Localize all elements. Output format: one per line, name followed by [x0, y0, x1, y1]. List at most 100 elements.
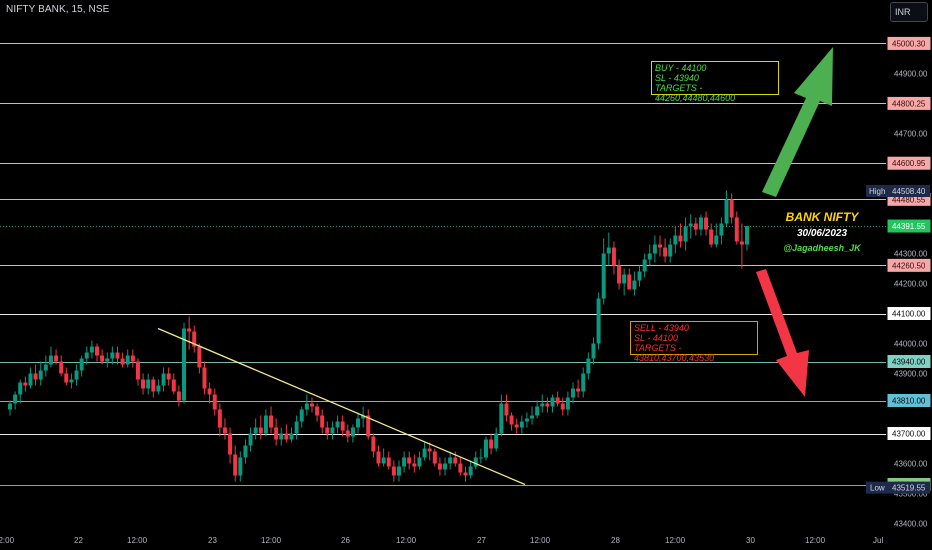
- candle-body-74: [386, 457, 391, 467]
- resistance-2-tag: [887, 156, 931, 170]
- support-3-tag: [887, 427, 931, 440]
- candle-body-119: [617, 265, 622, 284]
- candle-body-41: [217, 409, 222, 428]
- candle-body-111: [576, 388, 581, 392]
- brand-date: 30/06/2023: [796, 228, 848, 239]
- candle-body-133: [688, 223, 693, 227]
- candle-body-136: [704, 217, 709, 230]
- resistance-1-tag: [887, 96, 931, 110]
- x-tick-label-13: Jul: [873, 536, 883, 545]
- candle-body-115: [596, 298, 601, 344]
- candle-body-85: [443, 463, 448, 470]
- x-tick-label-11: 30: [746, 536, 755, 545]
- candle-body-37: [197, 346, 202, 368]
- candle-body-78: [407, 457, 412, 464]
- candle-body-95: [494, 433, 499, 449]
- candle-body-5: [33, 373, 38, 380]
- candle-body-48: [253, 427, 258, 434]
- candle-body-128: [663, 247, 668, 257]
- low-value-box: [888, 481, 930, 494]
- candle-body-29: [156, 385, 161, 392]
- high-value-box: [888, 184, 930, 197]
- candle-body-65: [340, 421, 345, 431]
- candle-body-141: [729, 199, 734, 218]
- candle-body-131: [678, 235, 683, 242]
- candle-body-13: [74, 370, 79, 380]
- candle-body-60: [315, 406, 320, 416]
- candle-body-75: [391, 466, 396, 476]
- candle-body-93: [483, 439, 488, 458]
- currency-selector[interactable]: INR: [890, 2, 928, 22]
- low-tag-box: [866, 481, 888, 494]
- candle-body-87: [453, 457, 458, 464]
- candle-body-139: [719, 223, 724, 236]
- support-0-tag-label: 44100.00: [892, 310, 926, 319]
- x-tick-label-6: 12:00: [396, 536, 417, 545]
- candle-body-105: [545, 403, 550, 407]
- sell-entry-text: SELL - 43940: [634, 323, 689, 333]
- candle-body-59: [309, 403, 314, 407]
- y-tick-label-5: 43900.00: [894, 370, 928, 379]
- high-tag-box: [866, 184, 888, 197]
- y-tick-label-6: 44000.00: [894, 340, 928, 349]
- high-value-text: 44508.40: [892, 187, 926, 196]
- support-1-tag-label: 43940.00: [892, 358, 926, 367]
- candle-body-22: [120, 358, 125, 365]
- y-tick-label-13: 44700.00: [894, 130, 928, 139]
- x-tick-label-8: 12:00: [530, 536, 551, 545]
- candle-body-45: [238, 457, 243, 476]
- candle-body-73: [381, 457, 386, 464]
- candle-body-2: [18, 382, 23, 395]
- candle-body-63: [330, 427, 335, 434]
- candle-body-50: [263, 415, 268, 434]
- candle-body-67: [350, 427, 355, 437]
- last-price-tag: [887, 219, 931, 233]
- x-tick-label-12: 12:00: [805, 536, 826, 545]
- candle-body-44: [233, 454, 238, 476]
- resistance-0-tag-label: 45000.30: [892, 39, 926, 48]
- candle-body-140: [724, 199, 729, 224]
- candle-body-21: [115, 352, 120, 359]
- buy-annotation: BUY - 44100 SL - 43940 TARGETS - 44260,4…: [651, 61, 779, 103]
- candle-body-28: [151, 379, 156, 392]
- y-tick-label-15: 44900.00: [894, 70, 928, 79]
- x-tick-label-1: 22: [74, 536, 83, 545]
- support-2-tag-label: 43810.00: [892, 397, 926, 406]
- candle-body-114: [591, 343, 596, 359]
- resistance-3-tag-label: 44480.55: [892, 195, 926, 204]
- candle-body-120: [622, 274, 627, 284]
- candle-body-40: [212, 394, 217, 410]
- candle-body-84: [437, 463, 442, 470]
- candle-body-24: [130, 355, 135, 362]
- buy-targets-text: TARGETS - 44260,44480,44600: [655, 83, 736, 103]
- candle-body-6: [38, 370, 43, 380]
- candle-body-122: [632, 280, 637, 290]
- candle-body-125: [647, 253, 652, 260]
- candle-body-91: [473, 457, 478, 467]
- up-arrow-icon: [762, 47, 833, 197]
- candle-body-26: [141, 379, 146, 389]
- candle-body-77: [402, 457, 407, 467]
- candle-body-25: [135, 361, 140, 380]
- candle-body-33: [176, 391, 181, 401]
- candle-body-3: [23, 382, 28, 386]
- candle-body-39: [207, 388, 212, 395]
- candle-body-142: [734, 217, 739, 242]
- candle-body-30: [161, 373, 166, 386]
- sell-annotation: SELL - 43940 SL - 44100 TARGETS - 43810,…: [630, 321, 758, 363]
- x-tick-label-5: 26: [341, 536, 350, 545]
- candle-body-54: [284, 433, 289, 440]
- candle-body-23: [125, 355, 130, 365]
- candle-body-99: [514, 424, 519, 428]
- candle-body-31: [166, 373, 171, 380]
- x-tick-label-4: 12:00: [261, 536, 282, 545]
- candle-body-121: [627, 274, 632, 290]
- y-tick-label-9: 44300.00: [894, 250, 928, 259]
- candle-body-47: [248, 433, 253, 446]
- candle-body-90: [468, 466, 473, 476]
- x-tick-label-7: 27: [477, 536, 486, 545]
- trendline: [157, 327, 526, 486]
- candle-body-86: [448, 457, 453, 464]
